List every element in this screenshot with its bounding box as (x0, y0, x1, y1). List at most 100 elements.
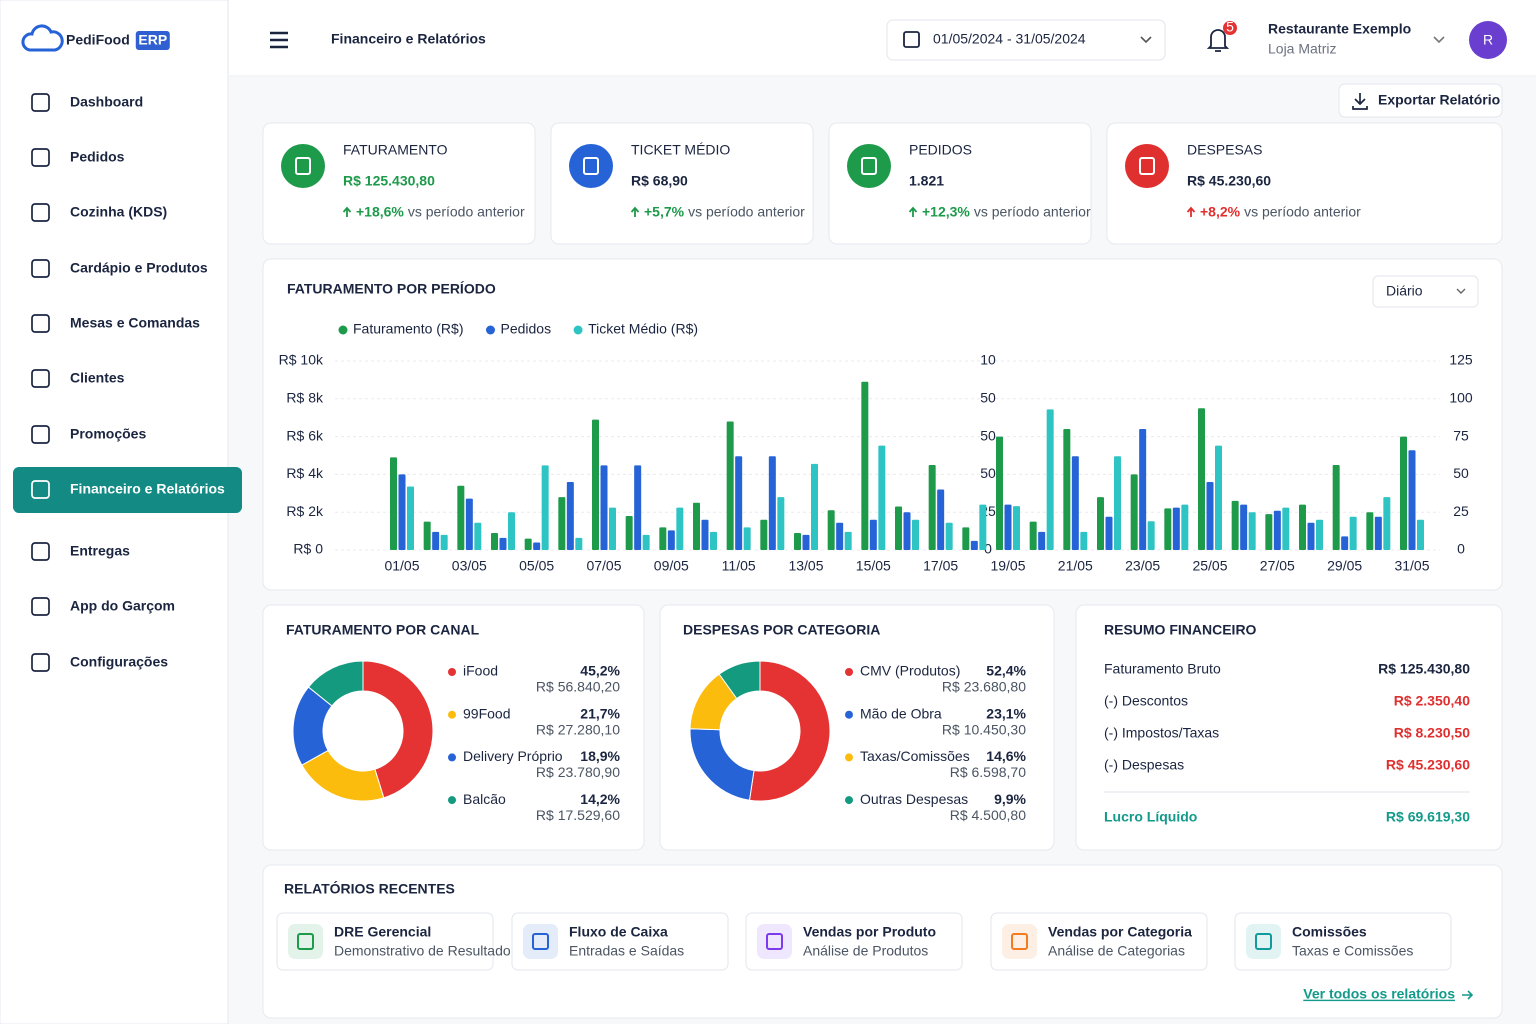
value-label: 18,9% (580, 748, 620, 764)
bar (1004, 504, 1012, 550)
report-icon (766, 933, 783, 950)
report-card[interactable] (276, 912, 494, 971)
bar (1071, 456, 1079, 550)
legend-label: 99Food (463, 705, 510, 721)
report-title[interactable]: Fluxo de Caixa (569, 924, 668, 940)
legend-swatch (338, 325, 348, 335)
legend-label[interactable]: Faturamento (R$) (353, 321, 463, 337)
bar (642, 534, 650, 550)
avatar[interactable] (1469, 21, 1507, 59)
kpi-card (262, 122, 536, 245)
menu-item[interactable]: Configurações (70, 654, 168, 670)
x-tick-label: 31/05 (1394, 558, 1429, 574)
kpi-note: vs período anterior (974, 204, 1091, 220)
bar (1383, 497, 1391, 550)
summary-total-value: R$ 69.619,30 (1386, 809, 1470, 825)
x-tick-label: 25/05 (1192, 558, 1227, 574)
report-title[interactable]: Comissões (1292, 924, 1367, 940)
reports-link[interactable]: Ver todos os relatórios (1303, 986, 1455, 1002)
report-subtitle: Análise de Produtos (803, 943, 928, 959)
notification-count: 5 (1226, 19, 1234, 35)
menu-button[interactable] (270, 31, 288, 49)
kpi-trend-arrow (630, 206, 640, 217)
kpi-trend-arrow (1186, 206, 1196, 217)
period-select[interactable] (1372, 275, 1479, 308)
menu-item[interactable]: Entregas (70, 543, 130, 559)
export-label[interactable]: Exportar Relatório (1378, 92, 1500, 108)
menu-item[interactable]: Pedidos (70, 149, 125, 165)
x-tick-label: 15/05 (856, 558, 891, 574)
kpi-note: vs período anterior (408, 204, 525, 220)
legend-swatch (845, 753, 853, 762)
menu-item[interactable]: Dashboard (70, 94, 143, 110)
menu-item[interactable]: Clientes (70, 370, 125, 386)
x-tick-label: 29/05 (1327, 558, 1362, 574)
legend-swatch (573, 325, 583, 335)
period-value[interactable]: Diário (1386, 283, 1423, 299)
x-tick-label: 05/05 (519, 558, 554, 574)
bell-icon[interactable] (1206, 29, 1230, 52)
brand-badge (135, 31, 170, 50)
menu-item[interactable]: App do Garçom (70, 598, 175, 614)
kpi-icon (847, 144, 891, 188)
legend-label[interactable]: Ticket Médio (R$) (588, 321, 698, 337)
report-title[interactable]: DRE Gerencial (334, 924, 431, 940)
menu-item[interactable]: Promoções (70, 426, 146, 442)
report-icon (532, 933, 549, 950)
legend-swatch (845, 668, 853, 676)
bar (1366, 512, 1374, 550)
brand-logo (21, 24, 64, 52)
export-button[interactable] (1338, 83, 1503, 118)
menu-icon (31, 93, 50, 112)
kpi-note: vs período anterior (688, 204, 805, 220)
summary-value: R$ 45.230,60 (1386, 757, 1470, 773)
menu-item[interactable]: Cozinha (KDS) (70, 204, 167, 220)
bar (945, 522, 953, 550)
bar (1215, 445, 1222, 550)
legend-label: Balcão (463, 791, 506, 807)
bar (558, 497, 566, 550)
kpi-note: vs período anterior (1244, 204, 1361, 220)
bar (1307, 522, 1315, 550)
report-card[interactable] (511, 912, 729, 971)
bar (592, 419, 599, 550)
amount-label: R$ 27.280,10 (536, 721, 620, 737)
bar (1206, 481, 1214, 550)
value-label: 9,9% (994, 791, 1026, 807)
legend-label: Outras Despesas (860, 791, 968, 807)
donut-slice (748, 660, 831, 802)
x-tick-label: 23/05 (1125, 558, 1160, 574)
y2-inner-tick-label: 0 (984, 541, 992, 557)
date-picker[interactable] (886, 19, 1166, 61)
user-chevron[interactable] (1433, 36, 1445, 44)
kpi-value: R$ 68,90 (631, 173, 688, 189)
report-card[interactable] (745, 912, 963, 971)
x-tick-label: 11/05 (722, 558, 756, 574)
x-tick-label: 21/05 (1058, 558, 1093, 574)
menu-item[interactable]: Financeiro e Relatórios (70, 481, 225, 497)
menu-item[interactable]: Cardápio e Produtos (70, 260, 208, 276)
bar (659, 527, 667, 550)
report-card[interactable] (1234, 912, 1452, 971)
bar (1282, 507, 1290, 550)
legend-label[interactable]: Pedidos (500, 321, 551, 337)
amount-label: R$ 56.840,20 (536, 679, 620, 695)
date-range[interactable]: 01/05/2024 - 31/05/2024 (933, 31, 1086, 47)
report-title[interactable]: Vendas por Produto (803, 924, 936, 940)
menu-icon (31, 314, 50, 333)
amount-label: R$ 23.780,90 (536, 764, 620, 780)
legend-label: CMV (Produtos) (860, 663, 960, 679)
amount-label: R$ 6.598,70 (950, 764, 1026, 780)
report-card[interactable] (990, 912, 1208, 971)
bar (1299, 504, 1306, 550)
download-icon (1352, 93, 1368, 110)
menu-icon (31, 369, 50, 388)
menu-item[interactable]: Mesas e Comandas (70, 315, 200, 331)
legend-swatch (448, 710, 456, 719)
kpi-label: FATURAMENTO (343, 142, 448, 158)
bar (811, 463, 818, 550)
report-title[interactable]: Vendas por Categoria (1048, 924, 1192, 940)
bar (1248, 512, 1256, 550)
bar (625, 515, 633, 550)
